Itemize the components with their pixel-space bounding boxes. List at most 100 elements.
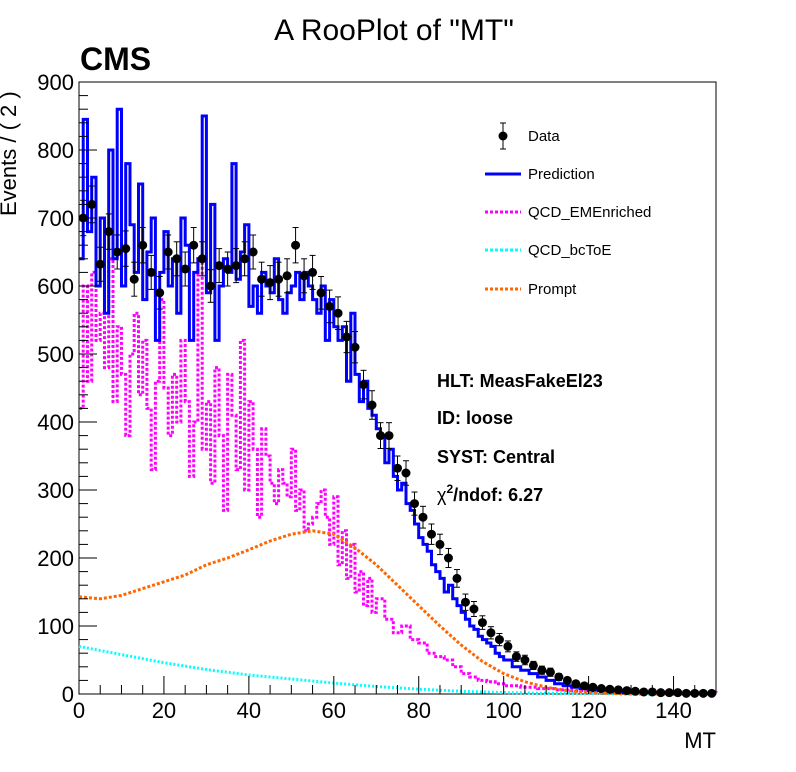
data-point (460, 597, 470, 607)
data-point (588, 682, 598, 692)
data-point (308, 267, 318, 277)
data-point (656, 688, 666, 698)
chi-symbol: χ (437, 485, 447, 505)
prediction-curve (79, 107, 716, 696)
data-point (155, 288, 165, 298)
annotation-chi: χ2/ndof: 6.27 (437, 482, 543, 505)
qcd-emenriched-curve (79, 257, 718, 695)
data-point (180, 264, 190, 274)
data-point (418, 512, 428, 522)
data-point (384, 431, 394, 441)
x-tick-label: 0 (73, 698, 85, 723)
data-point (138, 240, 148, 250)
x-tick-label: 40 (237, 698, 261, 723)
data-point (223, 264, 233, 274)
data-point (393, 463, 402, 473)
axes-layer: 0 20 40 60 80 100 120 140 0 100 200 300 400 500 600 700… (37, 70, 717, 723)
data-point (299, 271, 309, 281)
legend-data-marker (498, 131, 508, 141)
data-point (664, 688, 674, 698)
data-point (486, 628, 496, 638)
data-point (172, 254, 182, 264)
x-tick-label: 120 (570, 698, 607, 723)
data-point (477, 618, 487, 628)
chi-ndof-value: /ndof: 6.27 (453, 485, 543, 505)
x-tick-label: 60 (322, 698, 346, 723)
data-point (673, 688, 683, 698)
data-point (639, 687, 649, 697)
legend-label-data: Data (528, 128, 560, 145)
data-point (537, 665, 547, 675)
data-point (359, 380, 369, 390)
x-tick-label: 20 (152, 698, 176, 723)
data-point (596, 684, 606, 694)
data-point (401, 468, 411, 478)
annotation-syst: SYST: Central (437, 447, 555, 467)
data-point (376, 431, 386, 441)
data-point (409, 499, 419, 509)
data-point (554, 672, 564, 682)
data-point (503, 641, 513, 651)
data-point (426, 529, 436, 539)
y-tick-label: 300 (37, 478, 74, 503)
y-tick-label: 200 (37, 546, 74, 571)
y-tick-label: 900 (37, 70, 74, 95)
data-point (265, 278, 275, 288)
data-point (95, 259, 105, 269)
legend-label-qcd_bc: QCD_bcToE (528, 242, 611, 259)
y-tick-label: 0 (62, 682, 74, 707)
data-point (274, 274, 284, 284)
data-point (435, 539, 445, 549)
data-point (282, 271, 292, 281)
data-point (443, 553, 453, 563)
data-point (333, 308, 343, 318)
data-point (231, 261, 241, 271)
annotation-id: ID: loose (437, 408, 513, 428)
chart-title: A RooPlot of "MT" (274, 14, 514, 47)
data-point (316, 288, 326, 298)
data-point (342, 332, 352, 342)
data-point (206, 281, 216, 291)
data-point (698, 688, 708, 698)
data-point (452, 573, 462, 583)
annotation-hlt: HLT: MeasFakeEl23 (437, 371, 603, 391)
data-point (571, 679, 581, 689)
data-point (622, 686, 632, 696)
data-point (681, 688, 691, 698)
legend-label-prediction: Prediction (528, 166, 595, 183)
cms-brand: CMS (80, 41, 151, 77)
data-point (511, 652, 521, 662)
data-point (112, 247, 122, 257)
data-point (104, 227, 114, 237)
data-point (189, 240, 199, 250)
x-tick-label: 140 (655, 698, 692, 723)
data-point (129, 274, 139, 284)
y-tick-label: 400 (37, 410, 74, 435)
data-point (562, 675, 572, 685)
x-tick-label: 100 (485, 698, 522, 723)
data-point (257, 274, 267, 284)
legend-label-prompt: Prompt (528, 281, 577, 298)
data-point (494, 635, 504, 645)
data-point (528, 660, 538, 670)
data-point (367, 400, 377, 410)
data-point (545, 667, 555, 677)
data-point (121, 244, 131, 254)
y-tick-label: 600 (37, 274, 74, 299)
x-tick-label: 80 (406, 698, 430, 723)
data-point (325, 301, 335, 311)
data-point (579, 681, 589, 691)
y-tick-label: 800 (37, 138, 74, 163)
data-point (707, 688, 717, 698)
y-tick-label: 100 (37, 614, 74, 639)
data-point (214, 261, 224, 271)
data-point (469, 604, 479, 614)
data-point (630, 686, 640, 696)
data-point (240, 254, 250, 264)
y-axis-title: Events / ( 2 ) (0, 91, 21, 216)
x-axis-title: MT (684, 728, 716, 753)
legend-label-qcd_em: QCD_EMEnriched (528, 204, 651, 221)
data-point (248, 247, 258, 257)
